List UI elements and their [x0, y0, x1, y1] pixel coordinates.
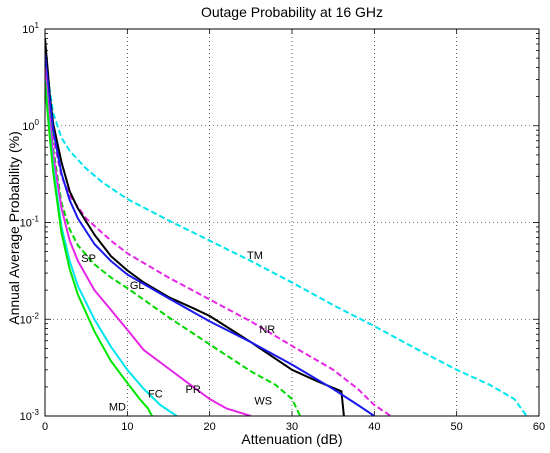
y-tick-label: 100 — [22, 118, 39, 133]
y-tick-label: 101 — [22, 21, 39, 36]
x-tick-label: 50 — [451, 421, 463, 433]
series-label-tm: TM — [247, 250, 263, 262]
series-label-gl: GL — [130, 280, 145, 292]
series-label-pr: PR — [186, 384, 201, 396]
x-tick-label: 60 — [533, 421, 545, 433]
series-label-sp: SP — [81, 253, 96, 265]
x-tick-label: 30 — [286, 421, 298, 433]
series-label-nr: NR — [259, 324, 275, 336]
y-tick-label: 10-1 — [20, 215, 40, 230]
x-tick-label: 40 — [368, 421, 380, 433]
series-label-md: MD — [109, 402, 126, 414]
series-label-ws: WS — [254, 395, 272, 407]
chart-title: Outage Probability at 16 GHz — [201, 4, 383, 20]
x-axis-label: Attenuation (dB) — [241, 431, 342, 447]
y-tick-label: 10-3 — [20, 408, 40, 423]
y-axis-label: Annual Average Probability (%) — [6, 131, 22, 325]
series-label-fc: FC — [148, 389, 163, 401]
x-tick-label: 0 — [42, 421, 48, 433]
axes-box — [44, 28, 540, 417]
series-line-pr — [45, 67, 252, 416]
series-group — [45, 38, 528, 416]
x-tick-label: 10 — [121, 421, 133, 433]
series-line-md — [45, 82, 153, 416]
series-line-tm — [45, 50, 528, 416]
plot-area: 0 10 20 30 40 50 60 10-3 10-2 10-1 100 101 TM NR GL SP W… — [20, 21, 546, 433]
series-line-sp — [45, 53, 375, 416]
x-tick-label: 20 — [204, 421, 216, 433]
y-tick-label: 10-2 — [20, 311, 40, 326]
